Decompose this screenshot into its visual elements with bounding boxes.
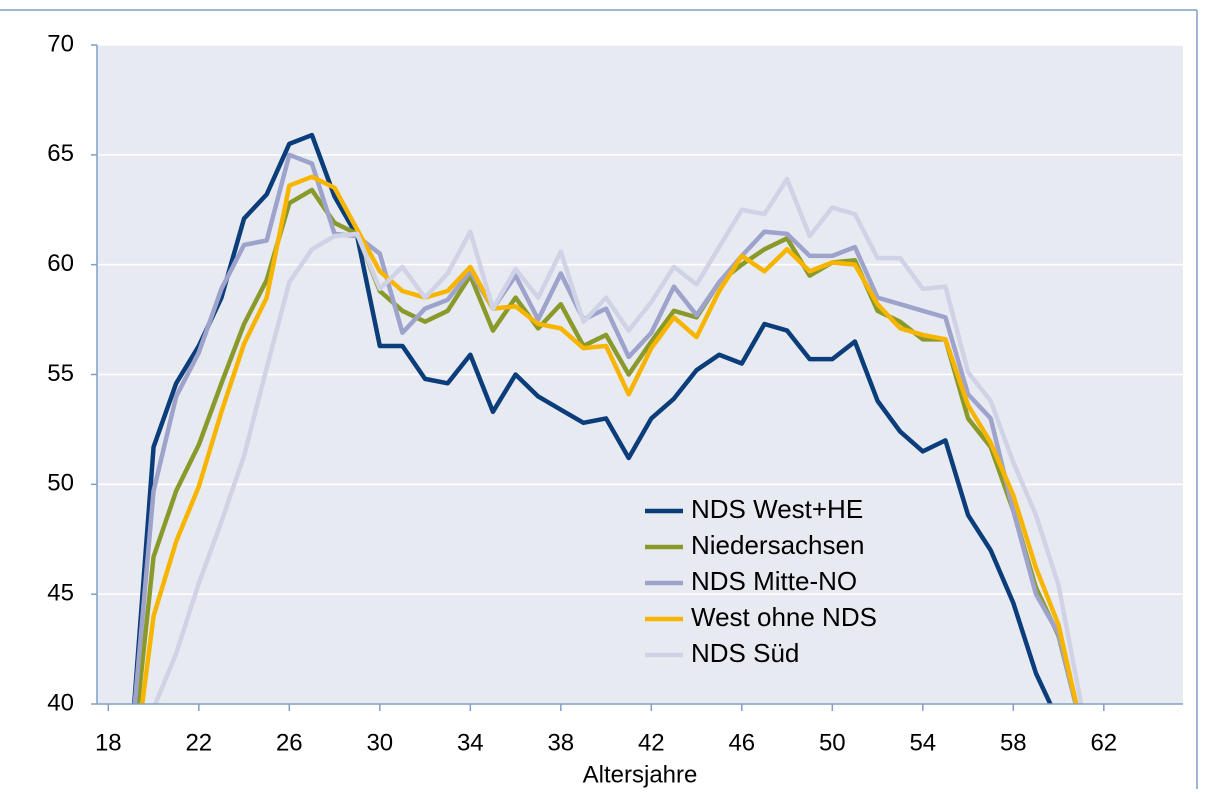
x-axis-label: Altersjahre bbox=[583, 761, 698, 788]
series-line bbox=[132, 152, 1079, 704]
x-tick-label: 58 bbox=[1000, 729, 1027, 756]
x-tick-label: 34 bbox=[457, 729, 484, 756]
legend-label: NDS West+HE bbox=[691, 494, 863, 524]
series-line bbox=[135, 187, 1078, 704]
legend-label: NDS Mitte-NO bbox=[691, 566, 857, 596]
x-tick-label: 38 bbox=[547, 729, 574, 756]
y-tick-label: 40 bbox=[47, 689, 74, 716]
y-tick-label: 45 bbox=[47, 580, 74, 607]
x-tick-label: 18 bbox=[95, 729, 122, 756]
x-tick-label: 42 bbox=[638, 729, 665, 756]
y-tick-label: 65 bbox=[47, 140, 74, 167]
x-tick-label: 62 bbox=[1090, 729, 1117, 756]
x-tick-label: 46 bbox=[728, 729, 755, 756]
series-line bbox=[131, 132, 1053, 704]
x-tick-label: 54 bbox=[909, 729, 936, 756]
x-tick-label: 30 bbox=[366, 729, 393, 756]
y-tick-label: 50 bbox=[47, 470, 74, 497]
x-tick-label: 50 bbox=[819, 729, 846, 756]
x-tick-label: 22 bbox=[185, 729, 212, 756]
series-line bbox=[152, 176, 1084, 704]
y-tick-label: 70 bbox=[47, 30, 74, 57]
legend-label: NDS Süd bbox=[691, 638, 799, 668]
series-line bbox=[139, 174, 1079, 704]
legend-label: West ohne NDS bbox=[691, 602, 877, 632]
y-tick-label: 60 bbox=[47, 250, 74, 277]
legend-label: Niedersachsen bbox=[691, 530, 864, 560]
x-tick-label: 26 bbox=[276, 729, 303, 756]
y-tick-label: 55 bbox=[47, 360, 74, 387]
